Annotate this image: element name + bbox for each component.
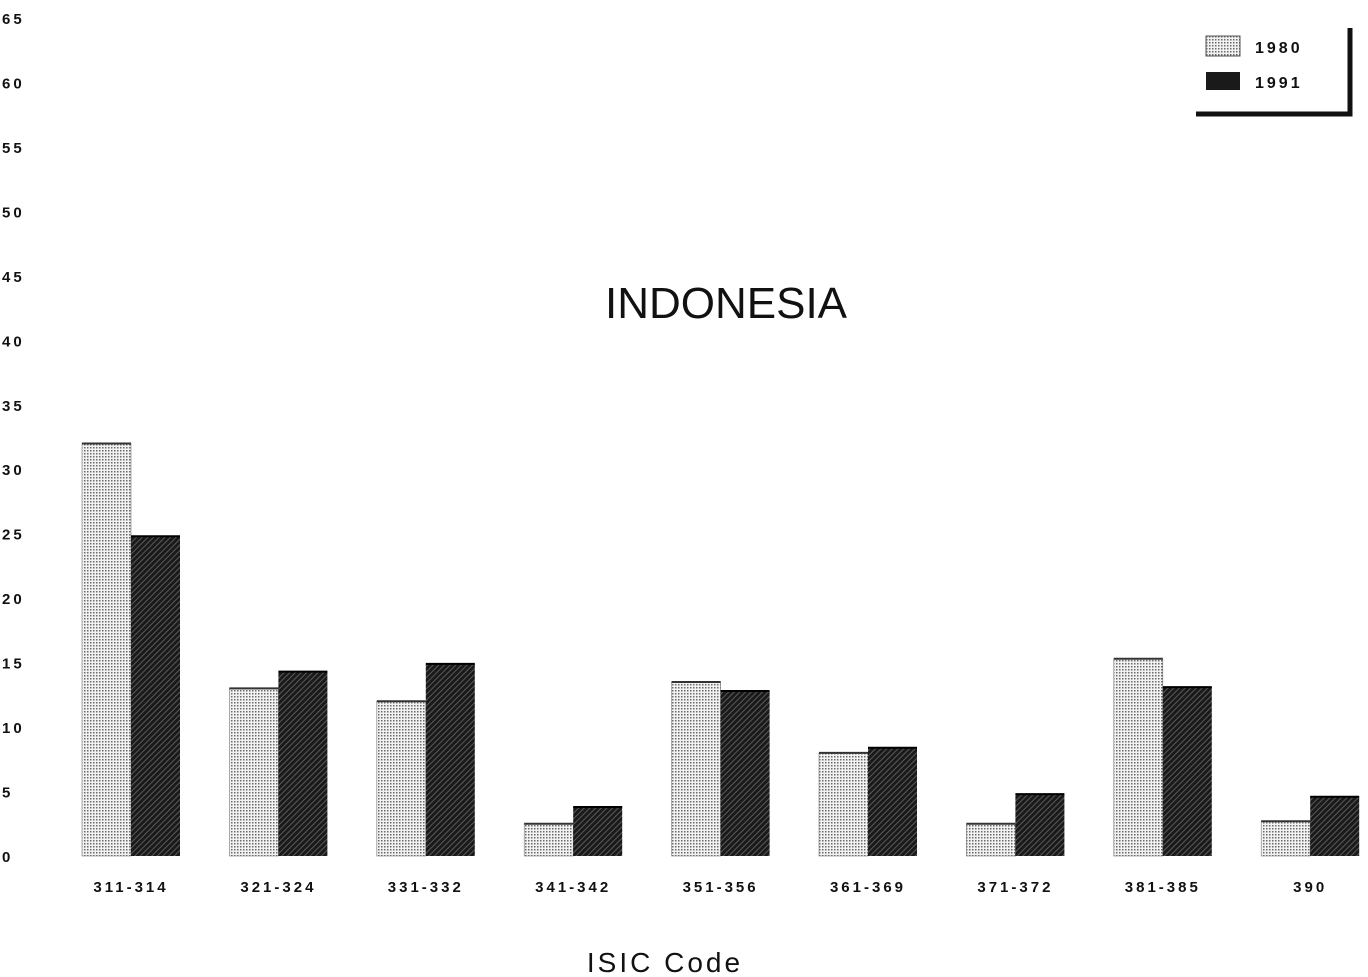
bar-1991-321-324 [278,671,328,856]
bar-1991-390 [1310,796,1360,856]
bar-1991-351-356 [720,690,770,856]
x-tick-label: 351-356 [683,879,759,896]
bar-1980-351-356 [671,681,721,857]
y-tick-label: 55 [2,140,25,157]
legend-swatch-1980 [1205,35,1241,57]
bar-1991-311-314 [131,536,180,856]
x-tick-label: 371-372 [977,879,1053,896]
y-tick-label: 20 [2,591,25,608]
bar-1991-381-385 [1162,687,1212,856]
x-axis-categories: 311-314 321-324 331-332 341-342 351-356 361-3… [93,879,1327,896]
chart-title: INDONESIA [605,279,848,328]
bar-1980-390 [1260,820,1311,857]
bar-1980-381-385 [1113,658,1164,857]
legend-label-1980: 1980 [1255,40,1303,57]
x-tick-label: 341-342 [535,879,611,896]
y-tick-label: 25 [2,527,25,544]
bar-1980-331-332 [376,700,427,857]
x-axis-label: ISIC Code [587,947,743,977]
bar-1980-361-369 [818,752,869,857]
x-tick-label: 361-369 [830,879,906,896]
bar-1980-321-324 [229,688,279,857]
bar-1980-311-314 [81,443,132,857]
bar-1991-331-332 [425,663,475,856]
y-tick-label: 40 [2,333,25,350]
y-tick-label: 45 [2,269,25,286]
legend: 1980 1991 [1196,28,1353,117]
y-tick-label: 0 [2,849,13,866]
y-tick-label: 50 [2,204,25,221]
y-tick-label: 35 [2,398,25,415]
bar-1980-371-372 [966,823,1016,857]
bar-1991-341-342 [573,807,623,856]
legend-label-1991: 1991 [1255,75,1303,92]
bar-series [81,442,1360,857]
bar-1980-341-342 [523,823,574,857]
legend-swatch-1991 [1206,72,1240,90]
x-tick-label: 381-385 [1125,879,1201,896]
y-tick-label: 30 [2,462,25,479]
y-tick-label: 65 [2,11,25,28]
bar-1991-361-369 [868,747,917,856]
x-tick-label: 390 [1293,879,1327,896]
y-tick-label: 10 [2,720,25,737]
y-tick-label: 5 [2,785,13,802]
bar-1991-371-372 [1015,794,1065,856]
y-tick-label: 15 [2,656,25,673]
x-tick-label: 321-324 [240,879,316,896]
y-tick-label: 60 [2,75,25,92]
x-tick-label: 311-314 [93,879,168,896]
y-axis-ticks: 0 5 10 15 20 25 30 35 40 45 50 55 60 65 [2,11,25,866]
x-tick-label: 331-332 [388,879,464,896]
